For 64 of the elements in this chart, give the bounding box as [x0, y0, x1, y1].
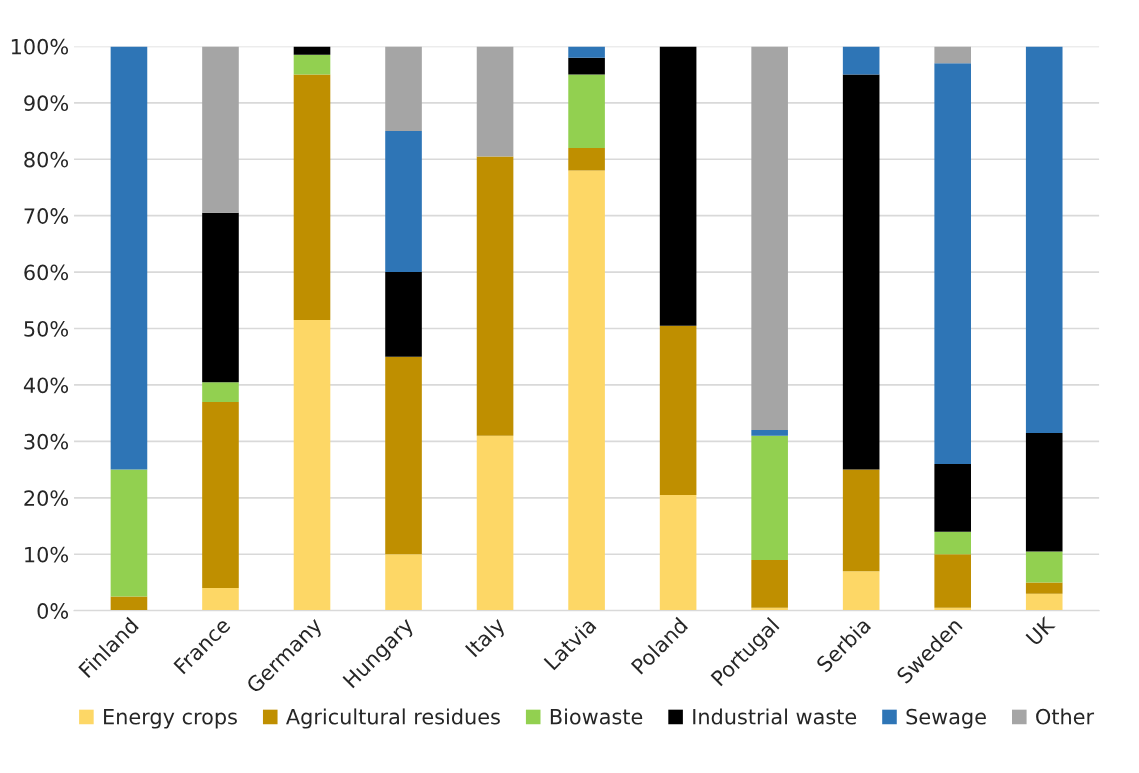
bar: [202, 46, 239, 213]
bar: [293, 320, 331, 611]
bar: [1025, 582, 1063, 594]
bar: [659, 494, 697, 611]
bar: [568, 57, 605, 75]
y-tick-label: 40%: [23, 377, 69, 394]
bar: [751, 435, 788, 560]
y-tick-label: 100%: [11, 38, 69, 55]
bar: [1025, 551, 1063, 583]
bar: [202, 212, 239, 383]
bar: [1025, 593, 1063, 611]
legend-label: Energy crops: [104, 709, 237, 729]
bar: [568, 46, 605, 58]
y-tick-label: 90%: [24, 95, 69, 112]
bar: [110, 469, 148, 597]
bar: [934, 63, 971, 464]
bar: [568, 147, 605, 171]
bar: [934, 463, 971, 532]
bar: [293, 74, 331, 321]
legend-label: Industrial waste: [693, 708, 857, 725]
bar: [293, 54, 331, 75]
bar: [110, 596, 148, 611]
bar: [385, 46, 422, 132]
bar: [659, 325, 697, 495]
y-tick-label: 30%: [24, 433, 69, 450]
bar: [385, 272, 422, 357]
bar: [293, 46, 331, 55]
y-tick-label: 80%: [24, 151, 69, 168]
bar: [202, 382, 239, 402]
bar: [659, 46, 697, 326]
bar: [1025, 46, 1063, 433]
bar: [934, 531, 971, 555]
legend-label: Sewage: [906, 708, 986, 729]
y-tick-label: 50%: [24, 320, 69, 337]
y-tick-label: 10%: [25, 546, 69, 563]
y-tick-label: 70%: [24, 208, 69, 224]
bar: [751, 559, 788, 608]
legend-label: Agricultural residues: [286, 708, 500, 729]
bar: [385, 554, 422, 611]
bar: [934, 46, 971, 64]
bar: [568, 74, 605, 148]
bar: [842, 571, 880, 611]
bar: [568, 170, 605, 611]
bar: [1025, 432, 1063, 552]
y-tick-label: 20%: [24, 490, 69, 507]
bar: [385, 356, 422, 555]
y-tick-label: 60%: [24, 264, 69, 281]
bar: [385, 131, 422, 273]
y-tick-label: 0%: [37, 603, 69, 619]
bar: [842, 46, 880, 75]
x-tick-label: UK: [1025, 615, 1056, 647]
bar: [934, 554, 971, 608]
legend-label: Other: [1036, 708, 1095, 725]
bar: [476, 435, 514, 611]
bar: [842, 74, 880, 470]
bar: [751, 430, 788, 436]
bar: [476, 46, 514, 157]
bar: [110, 46, 148, 470]
bar: [202, 588, 239, 611]
bar: [476, 156, 514, 436]
bar: [842, 469, 880, 572]
bar: [751, 46, 788, 431]
legend-label: Biowaste: [550, 708, 643, 725]
bar: [202, 401, 239, 589]
